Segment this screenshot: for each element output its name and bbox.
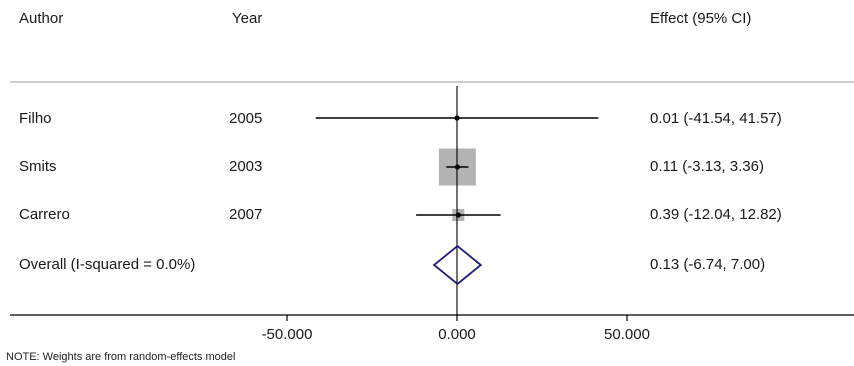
point-estimate-filho bbox=[454, 115, 460, 121]
point-estimate-carrero bbox=[455, 212, 461, 218]
point-estimate-smits bbox=[454, 164, 460, 170]
header-year: Year bbox=[232, 10, 263, 27]
x-tick-label-0: 0.000 bbox=[438, 326, 476, 343]
overall-label: Overall (I-squared = 0.0%) bbox=[19, 256, 196, 273]
study-ci-filho: 0.01 (-41.54, 41.57) bbox=[650, 110, 782, 127]
overall-ci: 0.13 (-6.74, 7.00) bbox=[650, 256, 766, 273]
x-tick-label-50: 50.000 bbox=[604, 326, 650, 343]
study-ci-smits: 0.11 (-3.13, 3.36) bbox=[650, 158, 764, 175]
study-author-smits: Smits bbox=[19, 158, 57, 175]
study-ci-carrero: 0.39 (-12.04, 12.82) bbox=[650, 206, 782, 223]
header-author: Author bbox=[19, 10, 64, 27]
header-effect: Effect (95% CI) bbox=[650, 10, 752, 27]
study-year-smits: 2003 bbox=[229, 158, 263, 175]
weights-note: NOTE: Weights are from random-effects mo… bbox=[6, 351, 236, 363]
x-tick-label-neg50: -50.000 bbox=[261, 326, 313, 343]
study-author-filho: Filho bbox=[19, 110, 52, 127]
study-year-carrero: 2007 bbox=[229, 206, 263, 223]
study-author-carrero: Carrero bbox=[19, 206, 70, 223]
study-year-filho: 2005 bbox=[229, 110, 263, 127]
overall-diamond bbox=[432, 244, 483, 286]
